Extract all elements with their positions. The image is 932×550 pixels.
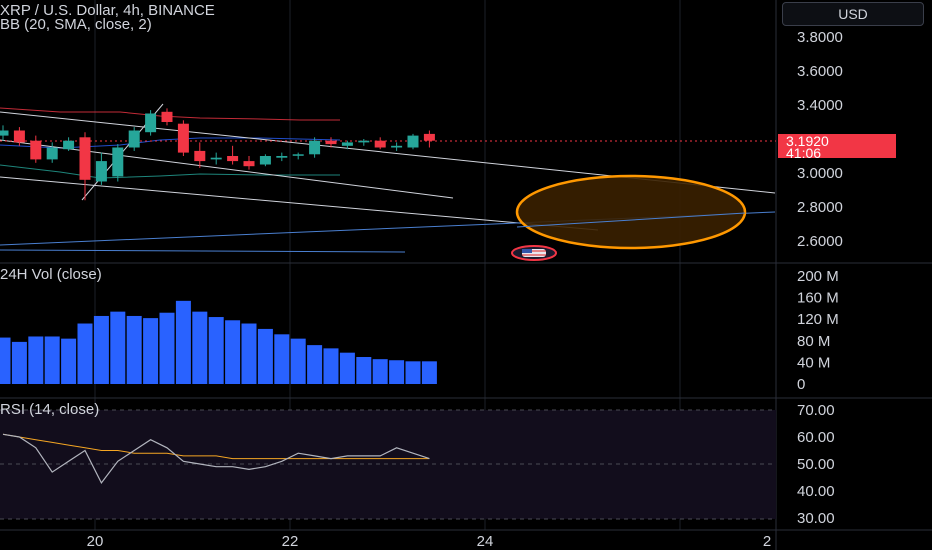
candle-body [358,140,370,143]
rsi-axis-tick: 30.00 [797,510,835,527]
rsi-layer [2,433,430,485]
candle-body [30,140,42,160]
rsi-axis-tick: 50.00 [797,456,835,473]
volume-bar [0,337,11,384]
rsi-ma-line [2,433,430,460]
candle-body [341,142,353,146]
price-axis-tick: 3.6000 [797,63,843,80]
volume-pane-title: 24H Vol (close) [0,266,102,283]
volume-bar [143,318,159,384]
volume-bar [192,311,208,384]
volume-bar [28,336,44,384]
volume-bar [110,311,126,384]
volume-bar [175,300,191,384]
volume-bar [126,315,142,384]
candle-body [325,140,337,145]
bb-lower [0,164,340,179]
volume-bar [257,328,273,384]
us-flag-event-icon[interactable] [511,245,557,261]
volume-bar [159,312,175,384]
volume-bars-layer [0,300,437,384]
candle-body [177,123,189,153]
time-axis-tick: 22 [282,533,299,550]
candles-layer [0,108,435,201]
trendline-middle [0,139,454,199]
volume-bar [307,345,323,384]
rsi-pane-title: RSI (14, close) [0,401,100,418]
volume-bar [61,338,77,384]
candle-body [79,137,91,180]
volume-axis-tick: 40 M [797,354,830,371]
volume-bar [44,336,60,384]
last-price-tag: 3.1920 41:06 [778,133,896,161]
chart-title: XRP / U.S. Dollar, 4h, BINANCE [0,2,215,19]
volume-bar [405,361,421,384]
bb-upper [0,107,340,121]
rsi-axis-tick: 60.00 [797,429,835,446]
rsi-axis-tick: 70.00 [797,402,835,419]
candle-body [13,130,25,143]
candle-body [227,156,239,162]
price-axis-tick: 2.6000 [797,233,843,250]
volume-bar [290,338,306,384]
candle-body [374,140,386,148]
candle-body [145,113,157,133]
price-axis-tick: 3.8000 [797,29,843,46]
volume-bar [339,352,355,384]
candle-body [259,156,271,165]
volume-bar [421,361,437,384]
price-axis-tick: 2.8000 [797,199,843,216]
price-axis-tick: 3.4000 [797,97,843,114]
candle-body [63,140,75,150]
volume-bar [323,348,339,384]
volume-axis-tick: 0 [797,376,805,393]
rsi-axis-tick: 40.00 [797,483,835,500]
volume-axis-tick: 160 M [797,290,839,307]
volume-bar [372,359,388,384]
volume-axis-tick: 120 M [797,311,839,328]
candle-body [243,161,255,167]
indicator-legend: BB (20, SMA, close, 2) [0,16,152,33]
volume-axis-tick: 80 M [797,333,830,350]
last-price-value: 3.1920 [786,133,829,149]
time-axis-tick: 24 [477,533,494,550]
trendline-lower [0,176,599,231]
volume-bar [77,323,93,384]
volume-bar [389,360,405,384]
volume-bar [11,341,27,384]
currency-button[interactable]: USD [782,2,924,26]
price-axis-tick: 3.0000 [797,165,843,182]
candle-body [423,133,435,141]
candle-body [391,145,403,148]
candle-body [161,111,173,122]
ellipse-inner-line [516,212,746,228]
candle-body [128,130,140,148]
candle-body [194,150,206,162]
candle-body [95,161,107,182]
tick-labels-layer: 3.8000 3.6000 3.4000 3.0000 2.8000 2.6000 200 … [87,29,843,550]
candle-body [407,135,419,148]
volume-bar [356,357,372,384]
candle-body [0,130,9,136]
candle-body [46,147,58,160]
candle-body [309,140,321,155]
volume-axis-tick: 200 M [797,268,839,285]
rsi-line [2,433,430,485]
blue-line-short [0,249,406,253]
candle-body [292,154,304,156]
time-axis-tick: 20 [87,533,104,550]
time-axis-tick: 2 [763,533,771,550]
volume-bar [93,315,109,384]
volume-bar [274,334,290,384]
candle-body [210,157,222,160]
volume-bar [241,323,257,384]
target-ellipse[interactable] [515,174,747,250]
volume-bar [225,320,241,384]
bar-countdown: 41:06 [786,145,822,161]
volume-bar [208,317,224,384]
candle-body [112,147,124,177]
candle-body [276,156,288,158]
